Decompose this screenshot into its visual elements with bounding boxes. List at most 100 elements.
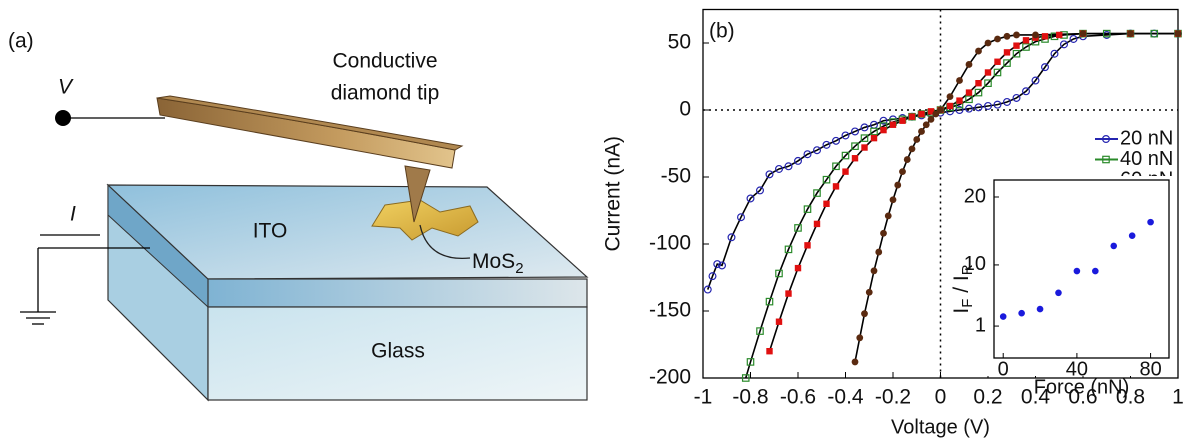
x-tick-label: -0.4 — [827, 386, 864, 409]
x-tick-label: 1 — [1172, 386, 1184, 409]
inset-point — [1018, 310, 1025, 317]
data-point — [904, 156, 911, 163]
data-point — [956, 97, 962, 103]
inset-point — [1000, 313, 1007, 320]
data-point — [866, 289, 873, 296]
data-point — [947, 103, 953, 109]
x-axis-label: Voltage (V) — [891, 416, 990, 438]
data-point — [975, 48, 982, 55]
panel-label: (b) — [709, 20, 735, 43]
panel-label: (a) — [8, 30, 34, 53]
data-point — [909, 114, 915, 120]
data-point — [875, 249, 882, 256]
data-point — [885, 212, 892, 219]
data-point — [871, 267, 878, 274]
data-point — [909, 145, 916, 152]
data-point — [1175, 30, 1182, 37]
x-tick-label: -0.2 — [875, 386, 911, 409]
legend-label: 40 nN — [1120, 148, 1173, 170]
data-point — [823, 201, 829, 207]
data-point — [975, 80, 981, 86]
tip-label: diamond tip — [331, 82, 440, 105]
data-point — [852, 359, 859, 366]
flake-label-main: MoS — [472, 250, 515, 273]
inset-y-label-sub: R — [959, 264, 976, 275]
data-point — [923, 121, 930, 128]
inset-x-axis-label: Force (nN) — [1034, 376, 1130, 398]
y-tick-label: -150 — [649, 299, 691, 322]
data-point — [861, 144, 867, 150]
y-tick-label: 0 — [679, 98, 691, 121]
data-point — [966, 61, 973, 68]
data-point — [795, 265, 801, 271]
ito-label: ITO — [253, 220, 288, 243]
inset-y-tick-label: 1 — [975, 314, 986, 336]
data-point — [1080, 30, 1087, 37]
data-point — [766, 348, 772, 354]
inset-y-label-sub: F — [959, 299, 976, 308]
data-point — [956, 77, 963, 84]
data-point — [842, 168, 848, 174]
panel-a: (a) V I Conductive diamond tip ITO MoS2 … — [8, 30, 587, 400]
data-point — [852, 155, 858, 161]
data-point — [985, 40, 992, 47]
inset-point — [1129, 232, 1136, 239]
inset-point — [1147, 219, 1154, 226]
data-point — [894, 182, 901, 189]
y-tick-label: -200 — [649, 366, 691, 389]
y-tick-label: -50 — [661, 165, 691, 188]
data-point — [1004, 49, 1010, 55]
data-point — [994, 59, 1000, 65]
data-point — [890, 122, 896, 128]
inset-point — [1055, 289, 1062, 296]
data-point — [937, 107, 944, 114]
y-tick-label: 50 — [668, 31, 691, 54]
data-point — [856, 334, 863, 341]
inset-y-tick-label: 20 — [964, 185, 986, 207]
data-point — [804, 242, 810, 248]
data-point — [880, 230, 887, 237]
data-point — [966, 89, 972, 95]
data-point — [985, 69, 991, 75]
tip-label: Conductive — [332, 50, 437, 73]
inset-y-label-main: / I — [950, 275, 973, 298]
data-point — [890, 196, 897, 203]
data-point — [814, 221, 820, 227]
x-tick-label: 0.2 — [973, 386, 1002, 409]
flake-label-sub: 2 — [515, 260, 523, 277]
ito-front — [208, 279, 587, 307]
data-point — [785, 290, 791, 296]
inset-point — [1037, 306, 1044, 313]
data-point — [880, 127, 886, 133]
legend-label: 20 nN — [1120, 127, 1173, 149]
data-point — [1127, 30, 1134, 37]
x-tick-label: -1 — [694, 386, 713, 409]
data-point — [994, 36, 1001, 43]
data-point — [833, 183, 839, 189]
data-point — [861, 310, 868, 317]
inset-point — [1074, 268, 1081, 275]
data-point — [928, 116, 935, 123]
data-point — [1013, 32, 1020, 39]
data-point — [918, 128, 925, 135]
cantilever — [157, 98, 455, 168]
figure: (a) V I Conductive diamond tip ITO MoS2 … — [0, 0, 1190, 441]
data-point — [871, 135, 877, 141]
current-label: I — [70, 203, 76, 226]
inset-point — [1092, 268, 1099, 275]
y-axis-label: Current (nA) — [602, 136, 625, 252]
data-point — [913, 136, 920, 143]
data-point — [899, 168, 906, 175]
data-point — [1042, 33, 1048, 39]
inset-point — [1110, 243, 1117, 250]
x-tick-label: -0.6 — [780, 386, 816, 409]
data-point — [1004, 33, 1011, 40]
inset-x-tick-label: 80 — [1139, 358, 1161, 380]
glass-label: Glass — [371, 340, 425, 363]
data-point — [899, 118, 905, 124]
data-point — [918, 111, 924, 117]
inset-x-tick-label: 0 — [998, 358, 1009, 380]
data-point — [1032, 32, 1039, 39]
data-point — [947, 93, 954, 100]
